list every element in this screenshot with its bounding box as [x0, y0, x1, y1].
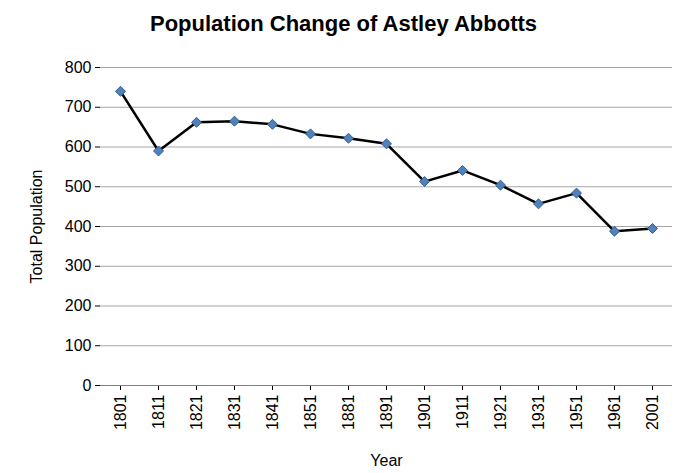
svg-text:1801: 1801	[112, 394, 129, 430]
svg-text:1911: 1911	[454, 394, 471, 429]
svg-text:200: 200	[65, 297, 92, 314]
svg-text:2001: 2001	[644, 394, 661, 430]
svg-text:1931: 1931	[530, 394, 547, 430]
svg-text:1901: 1901	[416, 394, 433, 430]
svg-text:1821: 1821	[188, 394, 205, 430]
svg-text:400: 400	[65, 218, 92, 235]
svg-text:1851: 1851	[302, 394, 319, 430]
html-text:Population Change of Astley Ab: Population Change of Astley Abbotts	[150, 11, 537, 36]
svg-text:0: 0	[83, 377, 92, 394]
svg-text:Total Population: Total Population	[28, 170, 45, 284]
svg-text:500: 500	[65, 178, 92, 195]
svg-text:1961: 1961	[606, 394, 623, 430]
svg-text:1891: 1891	[378, 394, 395, 430]
svg-text:700: 700	[65, 98, 92, 115]
svg-text:Year: Year	[370, 452, 403, 469]
svg-text:1831: 1831	[226, 394, 243, 430]
svg-text:600: 600	[65, 138, 92, 155]
svg-text:800: 800	[65, 59, 92, 76]
svg-text:1811: 1811	[150, 394, 167, 429]
svg-text:300: 300	[65, 257, 92, 274]
svg-text:1841: 1841	[264, 394, 281, 430]
svg-text:100: 100	[65, 337, 92, 354]
svg-text:1951: 1951	[568, 394, 585, 430]
svg-text:1881: 1881	[340, 394, 357, 430]
svg-text:1921: 1921	[492, 394, 509, 430]
